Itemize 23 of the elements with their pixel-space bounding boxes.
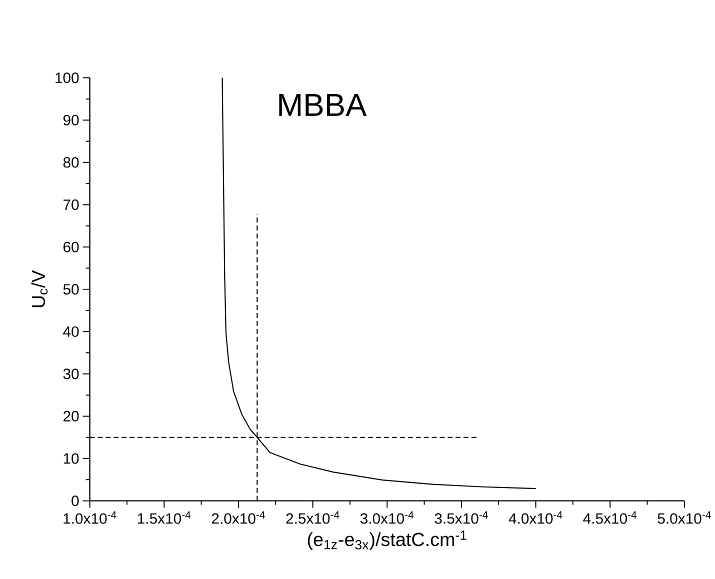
y-tick-label: 60 — [64, 242, 79, 252]
x-tick-label: 3.0x10$^{-4}$ — [360, 511, 414, 524]
x-tick-label: 2.5x10$^{-4}$ — [286, 511, 340, 524]
y-tick-label: 100 — [56, 72, 79, 84]
x-tick-label: 4.0x10$^{-4}$ — [508, 511, 562, 524]
x-tick-label: 1.0x10$^{-4}$ — [64, 511, 116, 524]
x-tick-label: 5.0x10$^{-4}$ — [658, 511, 711, 524]
x-tick-label: 3.5x10$^{-4}$ — [434, 511, 488, 524]
x-axis-title: (e$_{1z}$-e$_{3x}$)/statC.cm$^{-1}$ — [308, 530, 466, 550]
y-tick-label: 50 — [63, 284, 79, 295]
y-axis-title: U$_{c}$/V — [31, 270, 48, 308]
y-tick-label: 0 — [72, 496, 79, 506]
x-tick-label: 4.5x10$^{-4}$ — [583, 511, 637, 524]
y-tick-label: 20 — [63, 411, 79, 422]
chart-title: MBBA — [279, 94, 367, 116]
x-tick-label: 2.0x10$^{-4}$ — [212, 511, 265, 524]
y-tick-label: 80 — [63, 157, 79, 168]
y-tick-label: 30 — [63, 368, 79, 380]
y-tick-label: 90 — [63, 114, 79, 126]
y-tick-label: 40 — [63, 326, 79, 338]
y-tick-label: 70 — [64, 200, 79, 210]
x-tick-label: 1.5x10$^{-4}$ — [138, 511, 191, 524]
y-tick-label: 10 — [64, 453, 79, 464]
